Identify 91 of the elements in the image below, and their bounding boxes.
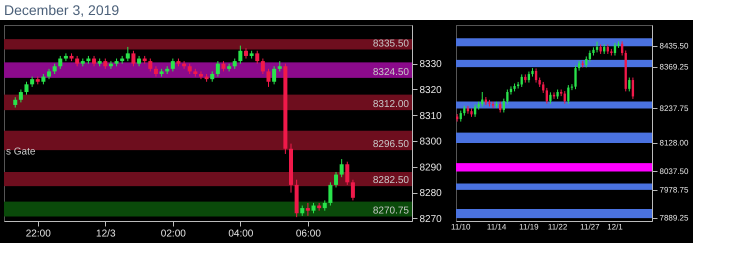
band-label: 8282.50 <box>372 175 410 186</box>
candlestick <box>578 60 580 72</box>
candlestick <box>306 202 310 216</box>
candlestick <box>632 77 634 100</box>
candlestick <box>564 90 566 104</box>
x-tick-label: 02:00 <box>160 228 186 240</box>
candlestick <box>58 55 62 70</box>
candlestick <box>154 66 158 78</box>
y-tick-label: 7978.75 <box>660 185 689 194</box>
candlestick <box>266 68 270 88</box>
candlestick <box>30 76 34 88</box>
x-tick-label: 06:00 <box>296 228 322 240</box>
band-label: 8270.75 <box>372 205 410 216</box>
annotation: s Gate <box>6 146 36 158</box>
candlestick <box>278 60 282 72</box>
candlestick <box>238 45 242 64</box>
candlestick <box>75 55 80 67</box>
candlestick <box>599 44 602 54</box>
x-tick-label: 12/3 <box>96 228 116 240</box>
y-tick-label: 8435.50 <box>660 42 689 51</box>
x-tick-label: 04:00 <box>228 228 254 240</box>
candlestick <box>232 58 237 70</box>
y-tick-label: 8310 <box>420 110 442 122</box>
y-tick-label: 8330 <box>420 59 442 70</box>
band-label: 8335.50 <box>372 38 410 50</box>
candlestick <box>92 55 96 67</box>
candlestick <box>481 92 484 107</box>
candlestick <box>460 110 462 122</box>
x-tick-label: 12/1 <box>607 222 624 232</box>
x-tick-label: 11/10 <box>451 222 472 232</box>
chart-title: December 3, 2019 <box>3 1 120 20</box>
candlestick <box>148 58 152 72</box>
candlestick <box>18 88 23 103</box>
candlestick <box>244 48 248 60</box>
y-tick-label: 8237.75 <box>660 104 689 113</box>
band-label: 8324.50 <box>372 66 410 78</box>
candlestick <box>13 96 18 108</box>
x-tick-label: 11/14 <box>486 222 507 232</box>
candlestick <box>585 56 588 68</box>
candlestick <box>499 100 502 113</box>
candlestick <box>221 60 226 72</box>
candlestick <box>350 179 355 201</box>
candlestick <box>556 88 559 100</box>
candlestick <box>103 58 108 70</box>
y-tick-label: 8280 <box>420 188 442 200</box>
candlestick <box>188 63 192 74</box>
candlestick <box>272 66 276 85</box>
candlestick <box>549 92 552 104</box>
candlestick <box>210 70 214 82</box>
candlestick <box>216 60 220 78</box>
candlestick <box>345 161 350 186</box>
y-tick-label: 8270 <box>420 214 442 225</box>
candlestick <box>340 158 344 178</box>
candlestick <box>528 71 530 84</box>
candlestick <box>300 205 304 216</box>
candlestick <box>260 58 265 74</box>
candlestick <box>606 44 609 54</box>
candlestick <box>334 172 338 188</box>
y-tick-label: 8037.50 <box>660 166 689 176</box>
candlestick <box>52 63 57 74</box>
candlestick <box>41 74 46 85</box>
y-tick-label: 8128.00 <box>660 138 689 148</box>
candlestick <box>520 74 523 88</box>
band-label: 8296.50 <box>372 139 410 150</box>
candlestick <box>47 68 52 80</box>
candlestick <box>546 87 548 104</box>
candlestick <box>322 200 327 212</box>
band-label: 8312.00 <box>372 99 410 110</box>
y-tick-label: 8300 <box>420 136 442 148</box>
x-tick-label: 11/27 <box>580 222 600 232</box>
x-tick-label: 22:00 <box>26 228 52 240</box>
candlestick <box>542 81 544 94</box>
candlestick <box>170 58 175 72</box>
candlestick <box>137 55 142 67</box>
candlestick <box>628 77 630 92</box>
candlestick <box>567 84 570 104</box>
candlestick <box>596 41 598 53</box>
y-tick-label: 8369.25 <box>660 62 689 72</box>
candlestick <box>603 44 606 54</box>
candlestick <box>131 50 136 67</box>
y-tick-label: 7889.25 <box>660 214 689 223</box>
candlestick <box>126 46 130 62</box>
candlestick <box>474 104 476 118</box>
candlestick <box>312 202 316 214</box>
candlestick <box>255 50 260 64</box>
y-tick-label: 8320 <box>420 84 442 96</box>
y-tick-label: 8290 <box>420 162 442 174</box>
x-tick-label: 11/22 <box>548 222 568 232</box>
candlestick <box>24 81 29 96</box>
candlestick <box>328 182 332 206</box>
x-tick-label: 11/19 <box>519 222 540 232</box>
